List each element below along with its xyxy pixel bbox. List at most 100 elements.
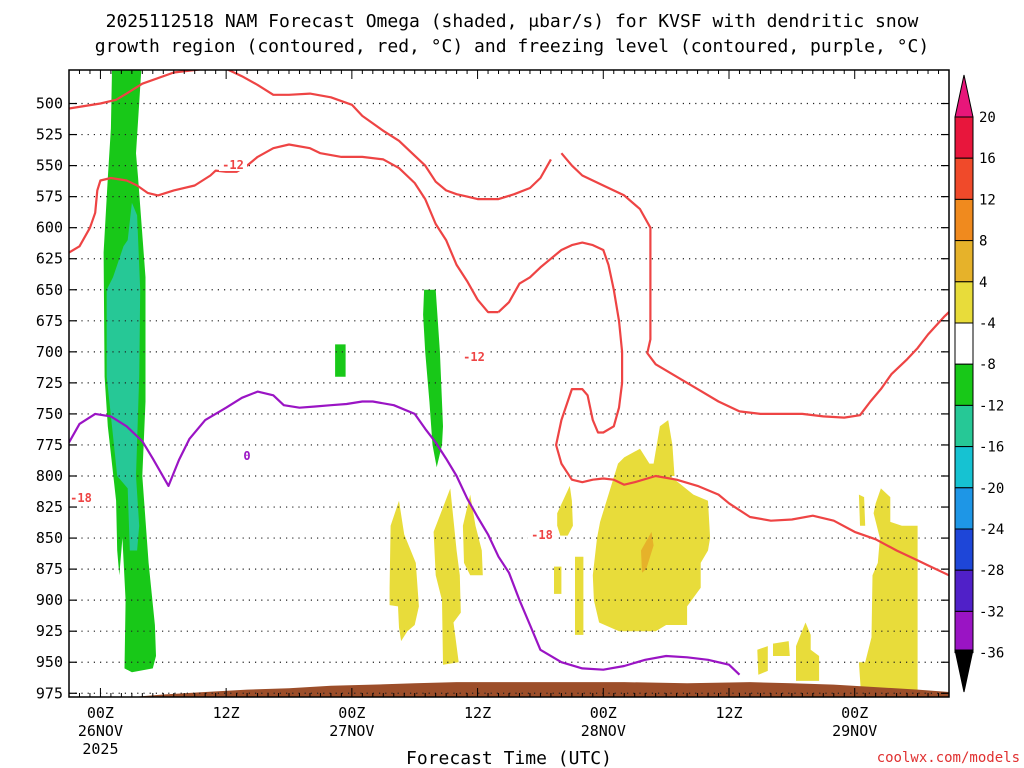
contour-label-1: -18: [531, 528, 553, 542]
colorbar-swatch-11: [954, 569, 974, 612]
colorbar-label-0: 20: [979, 110, 996, 126]
colorbar-label-7: -12: [979, 398, 1004, 414]
contour-line-2: [69, 143, 499, 314]
x-tick-label-24-1: 27NOV: [329, 722, 374, 740]
chart-title-line-1: 2025112518 NAM Forecast Omega (shaded, μ…: [106, 11, 919, 32]
x-tick-label-12-0: 12Z: [213, 704, 240, 722]
y-tick-label-625: 625: [36, 250, 63, 268]
contour-label-4: 0: [243, 449, 250, 463]
omega-region-4: [389, 500, 419, 642]
colorbar-swatch-9: [954, 487, 974, 530]
x-tick-label-48-1: 28NOV: [581, 722, 626, 740]
contour-label-3: -12: [463, 350, 485, 364]
contour-line-4: [69, 390, 741, 676]
omega-region-8: [554, 566, 562, 594]
omega-region-9: [575, 556, 584, 635]
colorbar: 20 16 12 8 4 -4 -8 -12 -16 -20 -24 -28 -32 -36: [954, 74, 1004, 693]
y-tick-label-650: 650: [36, 281, 63, 299]
colorbar-label-3: 8: [979, 234, 987, 250]
y-tick-label-775: 775: [36, 436, 63, 454]
colorbar-bottom-triangle: [954, 649, 974, 693]
y-tick-label-800: 800: [36, 467, 63, 485]
y-tick-label-925: 925: [36, 622, 63, 640]
y-tick-label-750: 750: [36, 405, 63, 423]
colorbar-label-4: 4: [979, 275, 987, 291]
colorbar-swatch-6: [954, 363, 974, 406]
x-tick-label-72-1: 29NOV: [832, 722, 877, 740]
omega-region-2: [335, 344, 346, 377]
omega-region-17: [858, 488, 918, 697]
omega-region-6: [462, 494, 483, 576]
colorbar-label-1: 16: [979, 151, 996, 167]
y-tick-label-600: 600: [36, 219, 63, 237]
x-tick-label-0-0: 00Z: [87, 704, 114, 722]
x-tick-label-36-0: 12Z: [464, 704, 491, 722]
colorbar-swatch-8: [954, 446, 974, 489]
contour-line-0: [69, 70, 552, 201]
omega-region-13: [757, 646, 768, 675]
y-tick-label-700: 700: [36, 343, 63, 361]
colorbar-top-triangle: [954, 74, 974, 118]
x-tick-label-0-2: 2025: [82, 740, 118, 758]
y-tick-label-575: 575: [36, 188, 63, 206]
y-tick-label-675: 675: [36, 312, 63, 330]
y-tick-label-850: 850: [36, 529, 63, 547]
contour-label-bg-3: [460, 349, 488, 363]
y-tick-label-950: 950: [36, 653, 63, 671]
x-tick-label-48-0: 00Z: [590, 704, 617, 722]
colorbar-label-11: -28: [979, 563, 1004, 579]
colorbar-label-13: -36: [979, 646, 1004, 662]
contour-line-3: [497, 241, 949, 577]
contour-lines-layer: [69, 70, 949, 676]
omega-region-3: [423, 289, 443, 468]
y-tick-label-725: 725: [36, 374, 63, 392]
colorbar-label-2: 12: [979, 192, 996, 208]
colorbar-swatch-4: [954, 281, 974, 324]
contour-label-bg-0: [67, 490, 95, 504]
omega-region-5: [433, 488, 461, 665]
colorbar-swatch-0: [954, 116, 974, 159]
y-tick-label-525: 525: [36, 126, 63, 144]
omega-region-15: [796, 622, 820, 681]
contour-labels-layer: -18 -18 -12 -12 0: [67, 157, 556, 542]
colorbar-label-10: -24: [979, 522, 1004, 538]
omega-region-11: [653, 420, 675, 476]
colorbar-swatch-7: [954, 404, 974, 448]
colorbar-swatch-1: [954, 157, 974, 200]
colorbar-swatch-5: [954, 322, 974, 365]
x-tick-label-0-1: 26NOV: [78, 722, 123, 740]
y-tick-label-825: 825: [36, 498, 63, 516]
contour-label-2: -12: [222, 158, 244, 172]
colorbar-label-9: -20: [979, 481, 1004, 497]
contour-label-bg-1: [528, 527, 556, 541]
x-tick-label-24-0: 00Z: [338, 704, 365, 722]
omega-region-14: [773, 641, 790, 656]
x-tick-label-72-0: 00Z: [841, 704, 868, 722]
y-tick-label-975: 975: [36, 684, 63, 702]
y-tick-label-500: 500: [36, 95, 63, 113]
y-tick-label-550: 550: [36, 157, 63, 175]
colorbar-label-6: -8: [979, 357, 996, 373]
omega-region-16: [858, 494, 866, 526]
contour-label-bg-4: [241, 448, 253, 462]
credit-text: coolwx.com/models: [877, 750, 1020, 766]
contour-label-bg-2: [219, 157, 247, 171]
colorbar-label-5: -4: [979, 316, 996, 332]
colorbar-label-8: -16: [979, 440, 1004, 456]
y-tick-label-875: 875: [36, 560, 63, 578]
colorbar-swatch-12: [954, 610, 974, 654]
y-tick-label-900: 900: [36, 591, 63, 609]
omega-region-12: [641, 531, 654, 573]
contour-line-1: [560, 152, 949, 419]
x-axis-title: Forecast Time (UTC): [406, 748, 612, 768]
plot-background: [69, 70, 949, 697]
colorbar-label-12: -32: [979, 604, 1004, 620]
contour-label-0: -18: [70, 491, 92, 505]
chart-title-line-2: growth region (contoured, red, °C) and f…: [95, 36, 929, 57]
omega-region-7: [557, 485, 573, 536]
colorbar-swatch-10: [954, 528, 974, 571]
colorbar-swatch-2: [954, 198, 974, 242]
x-tick-label-60-0: 12Z: [715, 704, 742, 722]
